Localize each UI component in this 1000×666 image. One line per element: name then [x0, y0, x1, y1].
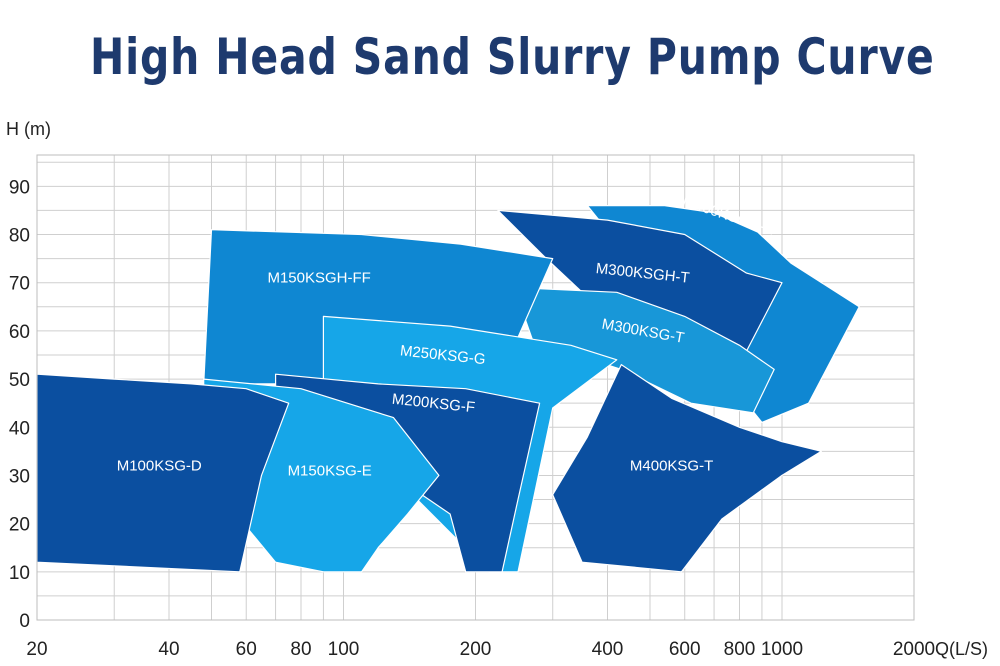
y-tick-label: 60 — [9, 322, 30, 343]
region-label-m400ksg-t: M400KSG-T — [630, 458, 713, 475]
y-tick-label: 50 — [9, 370, 30, 391]
y-axis-label: H (m) — [6, 119, 51, 139]
y-tick-labels: 0 10 20 30 40 50 60 70 80 90 — [9, 177, 30, 632]
x-tick-labels: 20 40 60 80 100 200 400 600 800 1000 2000 — [26, 639, 935, 660]
y-tick-label: 0 — [19, 611, 30, 632]
y-tick-label: 30 — [9, 466, 30, 487]
x-tick-label: 1000 — [761, 639, 803, 660]
x-tick-label: 600 — [669, 639, 701, 660]
x-tick-label: 200 — [460, 639, 492, 660]
y-tick-label: 80 — [9, 226, 30, 247]
region-m400ksg-t — [552, 364, 823, 573]
x-tick-label: 40 — [158, 639, 179, 660]
x-axis-label: Q(L/S) — [935, 639, 988, 659]
x-tick-label: 60 — [236, 639, 257, 660]
region-label-m150ksg-e: M150KSG-E — [288, 462, 372, 479]
region-label-m100ksg-d: M100KSG-D — [117, 458, 202, 475]
y-tick-label: 40 — [9, 418, 30, 439]
x-tick-label: 400 — [592, 639, 624, 660]
x-tick-label: 2000 — [893, 639, 935, 660]
y-tick-label: 90 — [9, 177, 30, 198]
y-tick-label: 20 — [9, 515, 30, 536]
pump-regions — [36, 205, 860, 573]
y-tick-label: 70 — [9, 274, 30, 295]
region-m300ksgh-t — [497, 209, 783, 366]
x-tick-label: 80 — [290, 639, 311, 660]
y-tick-label: 10 — [9, 563, 30, 584]
plot-frame — [36, 154, 915, 621]
x-tick-label: 800 — [724, 639, 756, 660]
chart-title: High Head Sand Slurry Pump Curve — [90, 28, 935, 86]
region-m100ksg-d — [36, 373, 290, 573]
x-tick-label: 20 — [26, 639, 47, 660]
region-label-m150ksgh-ff: M150KSGH-FF — [267, 270, 370, 287]
x-tick-label: 100 — [328, 639, 360, 660]
